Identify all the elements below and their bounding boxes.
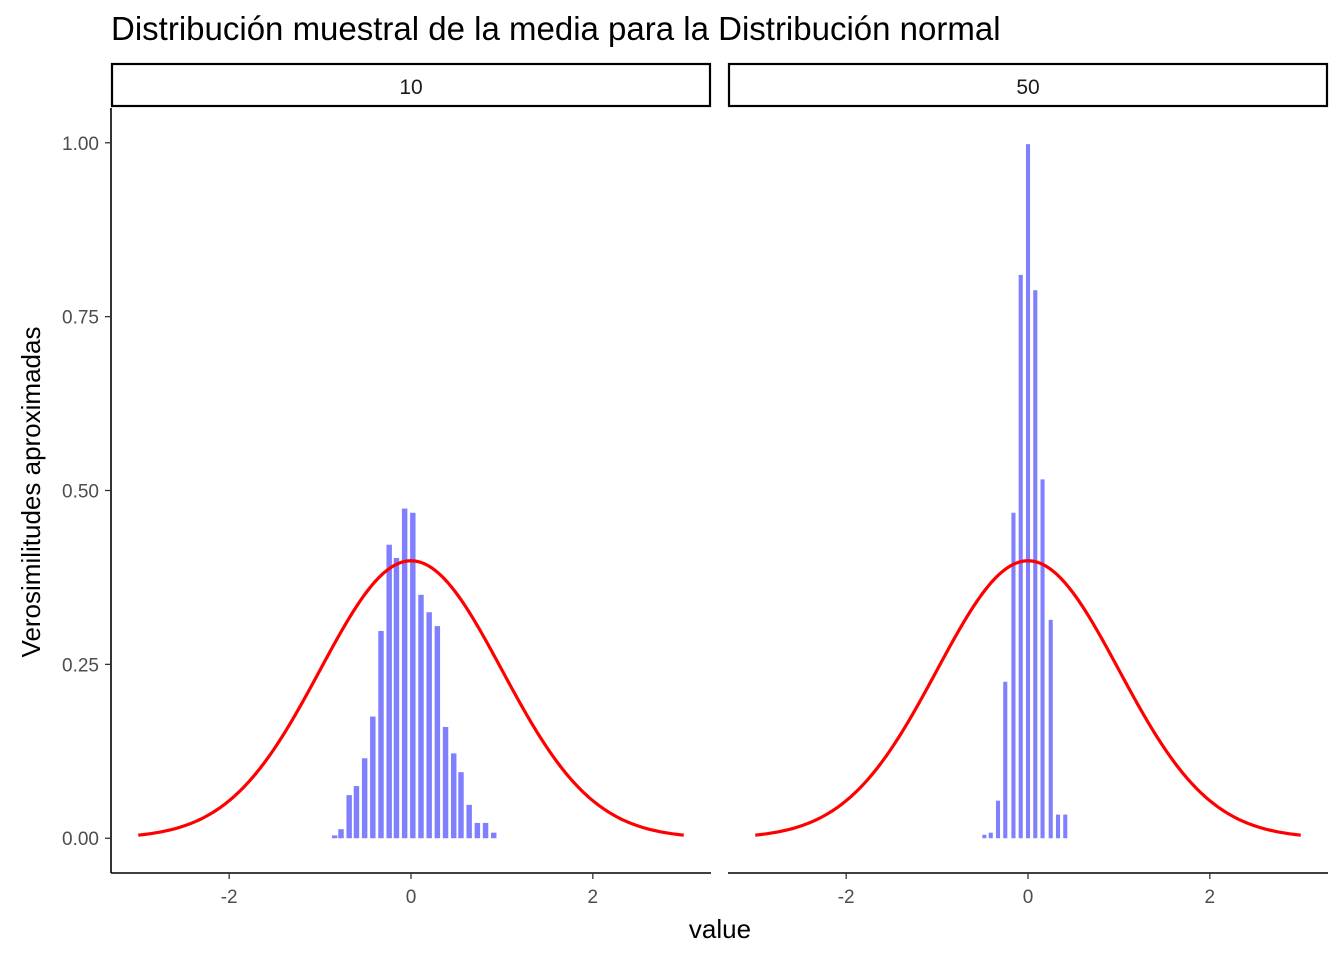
histogram-bar bbox=[1063, 814, 1068, 839]
facet-panel-10: 10 -2 0 2 bbox=[110, 62, 712, 908]
histogram-bar bbox=[361, 758, 368, 839]
histogram-bar bbox=[386, 544, 392, 839]
histogram-bar bbox=[410, 512, 416, 839]
histogram-bar bbox=[1018, 274, 1023, 839]
histogram-bar bbox=[466, 804, 472, 839]
histogram-bar bbox=[378, 630, 384, 839]
histogram-bar bbox=[988, 832, 993, 839]
histogram-bar bbox=[434, 626, 441, 839]
facet-panels: 10 -2 0 2 50 -2 0 2 bbox=[110, 62, 1329, 908]
facet-panel-50: 50 -2 0 2 bbox=[727, 62, 1329, 908]
y-tick-label: 0.50 bbox=[62, 482, 99, 503]
histogram-bar bbox=[995, 800, 1001, 839]
normal-density-curve bbox=[138, 559, 684, 837]
x-tick-label: 2 bbox=[588, 887, 599, 908]
histogram-bar bbox=[458, 772, 464, 839]
y-axis-title: Verosimilitudes aproximadas bbox=[16, 327, 46, 658]
facet-strip bbox=[110, 62, 712, 108]
y-tick-label: 1.00 bbox=[62, 134, 99, 155]
y-tick-label: 0.25 bbox=[62, 655, 99, 676]
x-tick-label: -2 bbox=[221, 887, 238, 908]
histogram-bar bbox=[393, 557, 400, 839]
histogram-bar bbox=[1025, 144, 1031, 839]
histogram-bar bbox=[1048, 619, 1053, 839]
histogram-bar bbox=[1055, 814, 1061, 839]
x-axis-title: value bbox=[689, 914, 751, 944]
histogram-bar bbox=[426, 612, 432, 839]
y-tick-label: 0.00 bbox=[62, 829, 99, 850]
histogram-bar bbox=[418, 594, 424, 839]
histogram-bar bbox=[482, 822, 489, 839]
histogram-bar bbox=[491, 832, 497, 839]
histogram-bar bbox=[451, 753, 457, 839]
facet-strip-label: 10 bbox=[399, 76, 422, 99]
histogram-bar bbox=[338, 829, 344, 839]
histogram-bar bbox=[401, 508, 408, 839]
histogram-bar bbox=[1011, 512, 1016, 839]
histogram-bar bbox=[346, 795, 352, 839]
x-tick-label: 0 bbox=[406, 887, 417, 908]
histogram-bar bbox=[1040, 479, 1045, 839]
histogram-bar bbox=[474, 822, 481, 839]
normal-density-curve bbox=[755, 559, 1301, 837]
histogram-bar bbox=[1003, 681, 1008, 839]
histogram-bar bbox=[331, 835, 338, 839]
x-tick-label: 2 bbox=[1205, 887, 1216, 908]
histogram-bar bbox=[982, 834, 987, 839]
x-tick-label: -2 bbox=[838, 887, 855, 908]
x-tick-label: 0 bbox=[1023, 887, 1034, 908]
facet-strip bbox=[727, 62, 1329, 108]
histogram-bar bbox=[1033, 290, 1038, 839]
y-tick-label: 0.75 bbox=[62, 308, 99, 329]
y-axis: 0.00 0.25 0.50 0.75 1.00 bbox=[62, 108, 112, 873]
histogram-bar bbox=[370, 716, 376, 839]
chart-title: Distribución muestral de la media para l… bbox=[111, 10, 1001, 47]
facet-strip-label: 50 bbox=[1016, 76, 1039, 99]
histogram-bar bbox=[442, 726, 449, 839]
histogram-bar bbox=[353, 786, 360, 839]
